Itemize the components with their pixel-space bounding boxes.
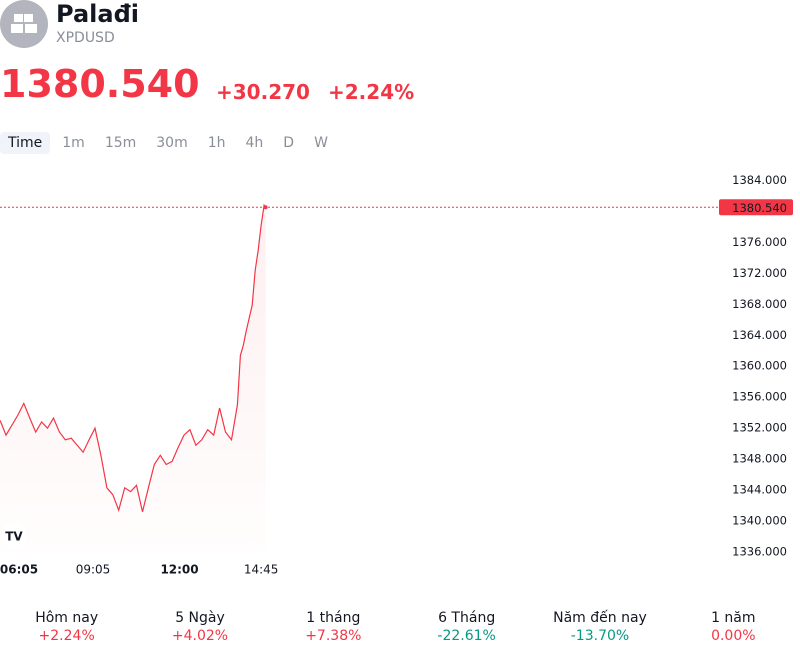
performance-item[interactable]: Năm đến nay -13.70% <box>533 610 666 644</box>
y-tick-label: 1372.000 <box>732 266 787 280</box>
performance-label: 5 Ngày <box>175 610 225 626</box>
y-tick-label: 1384.000 <box>732 173 787 187</box>
performance: Hôm nay +2.24% 5 Ngày +4.02% 1 tháng +7.38% 6 … <box>0 610 800 644</box>
timeframe-button[interactable]: W <box>314 135 328 151</box>
last-point <box>263 205 268 210</box>
y-tick-label: 1348.000 <box>732 452 787 466</box>
x-tick-label: 06:05 <box>0 563 38 577</box>
timeframe-button[interactable]: D <box>283 135 295 151</box>
change-percent: +2.24% <box>328 80 415 104</box>
performance-value: -13.70% <box>570 628 630 644</box>
x-tick-label: 12:00 <box>160 563 198 577</box>
performance-item[interactable]: 6 Tháng -22.61% <box>400 610 533 644</box>
tv-badge[interactable]: TV <box>1 523 27 549</box>
y-tick-label: 1340.000 <box>732 514 787 528</box>
performance-item[interactable]: 5 Ngày +4.02% <box>133 610 266 644</box>
performance-value: -22.61% <box>437 628 496 644</box>
y-tick-label: 1368.000 <box>732 297 787 311</box>
performance-label: 1 năm <box>711 610 756 626</box>
tv-logo: TV <box>5 530 23 544</box>
title: Palađi <box>56 0 139 28</box>
y-tick-label: 1336.000 <box>732 545 787 559</box>
price: 1380.540 <box>0 62 200 106</box>
performance-value: +4.02% <box>171 628 229 644</box>
performance-value: +7.38% <box>305 628 362 644</box>
timeframes: Time 1m 15m 30m 1h 4h D W <box>0 132 336 154</box>
price-tag-label: 1380.540 <box>732 201 787 215</box>
performance-item[interactable]: Hôm nay +2.24% <box>0 610 133 644</box>
area <box>0 205 266 552</box>
performance-item[interactable]: 1 tháng +7.38% <box>267 610 400 644</box>
y-tick-label: 1364.000 <box>732 328 787 342</box>
y-tick-label: 1356.000 <box>732 390 787 404</box>
y-tick-label: 1352.000 <box>732 421 787 435</box>
performance-label: 6 Tháng <box>438 610 496 626</box>
performance-label: Năm đến nay <box>553 610 647 626</box>
timeframe-button[interactable]: 30m <box>156 135 188 151</box>
price-tag <box>719 199 793 216</box>
x-tick-label: 09:05 <box>76 563 111 577</box>
x-tick-label: 14:45 <box>244 563 279 577</box>
performance-label: 1 tháng <box>306 610 361 626</box>
timeframe-button[interactable]: 1h <box>207 135 226 151</box>
timeframe-button[interactable]: 4h <box>245 135 264 151</box>
performance-value: +2.24% <box>38 628 95 644</box>
performance-item[interactable]: 1 năm 0.00% <box>667 610 800 644</box>
timeframe-button[interactable]: Time <box>0 132 51 154</box>
y-tick-label: 1376.000 <box>732 235 787 249</box>
logo-icon <box>11 14 37 33</box>
change: +30.270 <box>216 80 310 104</box>
timeframe-button[interactable]: 15m <box>104 135 137 151</box>
performance-value: 0.00% <box>711 628 756 644</box>
symbol: XPDUSD <box>56 30 115 46</box>
logo <box>0 0 48 48</box>
performance-label: Hôm nay <box>35 610 99 626</box>
y-tick-label: 1344.000 <box>732 483 787 497</box>
timeframe-button[interactable]: 1m <box>62 135 85 151</box>
y-tick-label: 1360.000 <box>732 359 787 373</box>
line <box>0 203 267 513</box>
